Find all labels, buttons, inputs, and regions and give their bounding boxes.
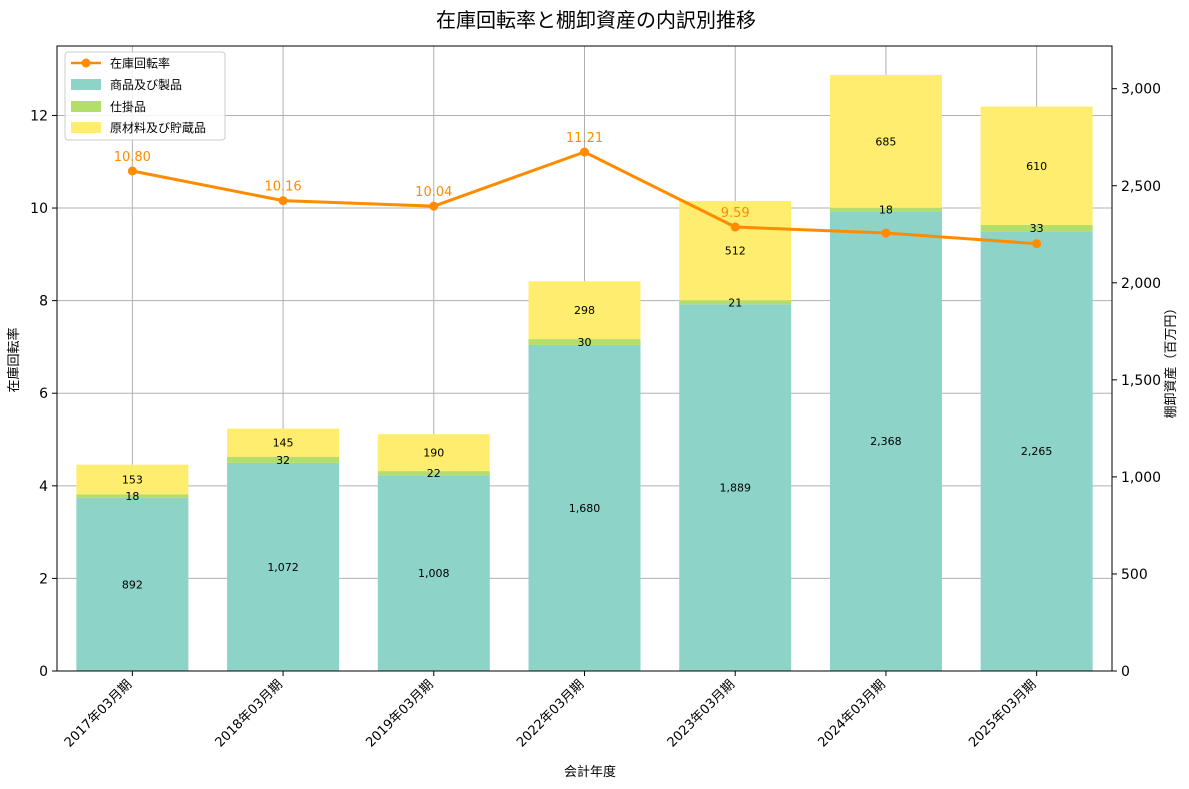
right-tick-label: 1,500 [1121, 373, 1161, 389]
legend: 在庫回転率 商品及び製品 仕掛品 原材料及び貯蔵品 [64, 51, 226, 141]
bar-data-label: 153 [122, 474, 143, 487]
bar-data-label: 298 [574, 304, 595, 317]
bar-segment [227, 462, 340, 671]
bar-segment [227, 456, 340, 463]
x-tick-label: 2022年03月期 [514, 677, 587, 750]
turnover-point [127, 166, 137, 176]
legend-label-products: 商品及び製品 [110, 77, 182, 92]
right-tick-label: 500 [1121, 567, 1148, 583]
right-tick-label: 1,000 [1121, 470, 1161, 486]
right-tick-label: 0 [1121, 664, 1130, 680]
bar-data-label: 145 [273, 437, 294, 450]
legend-line-marker [81, 58, 91, 68]
legend-swatch-wip [71, 101, 101, 112]
bar-segment [227, 428, 340, 457]
bar-data-label: 512 [725, 245, 746, 258]
bar-segment [679, 304, 792, 671]
left-tick-label: 12 [30, 108, 48, 124]
bar-segment [679, 200, 792, 301]
bar-segment [679, 300, 792, 305]
turnover-data-label: 10.80 [114, 150, 151, 165]
bar-segment [829, 74, 942, 208]
turnover-point [1032, 239, 1042, 249]
x-tick-label: 2019年03月期 [363, 677, 436, 750]
chart-title: 在庫回転率と棚卸資産の内訳別推移 [436, 8, 756, 32]
bar-segment [377, 471, 490, 476]
bar-segment [528, 344, 641, 671]
bar-data-label: 610 [1026, 160, 1047, 173]
bar-data-label: 2,368 [870, 435, 902, 448]
bar-segment [829, 211, 942, 671]
right-tick-label: 2,500 [1121, 179, 1161, 195]
right-axis-label: 棚卸資産（百万円） [1163, 301, 1179, 418]
bar-data-label: 1,889 [719, 482, 751, 495]
bar-data-label: 32 [276, 454, 290, 467]
bar-segment [980, 106, 1093, 225]
bar-data-label: 33 [1030, 222, 1044, 235]
turnover-point [730, 222, 740, 232]
bar-series [76, 74, 1093, 671]
bar-data-label: 685 [875, 135, 896, 148]
turnover-data-label: 9.59 [721, 206, 750, 221]
bar-segment [76, 497, 189, 671]
bar-data-label: 22 [427, 467, 441, 480]
bar-data-label: 21 [728, 296, 742, 309]
legend-label-materials: 原材料及び貯蔵品 [110, 121, 206, 135]
turnover-point [429, 201, 439, 211]
right-tick-label: 2,000 [1121, 276, 1161, 292]
bar-data-label: 1,072 [267, 561, 299, 574]
bar-segment [76, 494, 189, 498]
bar-segment [980, 224, 1093, 232]
bar-segment [528, 339, 641, 345]
turnover-point [580, 147, 589, 157]
right-tick-label: 3,000 [1121, 82, 1161, 98]
bar-data-label: 892 [122, 578, 143, 591]
x-tick-label: 2023年03月期 [665, 677, 738, 750]
left-tick-label: 10 [30, 201, 48, 217]
bar-segment [528, 281, 641, 340]
bar-data-label: 1,680 [569, 502, 601, 515]
x-tick-label: 2025年03月期 [966, 677, 1039, 750]
legend-box [64, 51, 226, 141]
bar-segment [980, 231, 1093, 671]
turnover-data-label: 11.21 [566, 131, 603, 146]
turnover-data-label: 10.04 [415, 185, 452, 200]
turnover-data-label: 10.16 [264, 180, 301, 195]
turnover-point [881, 228, 891, 238]
bar-data-label: 190 [423, 447, 444, 460]
bar-data-label: 18 [879, 204, 893, 217]
left-tick-label: 0 [39, 664, 48, 680]
legend-label-wip: 仕掛品 [110, 99, 146, 114]
legend-swatch-materials [71, 122, 101, 133]
left-tick-label: 2 [39, 571, 48, 587]
bar-data-label: 2,265 [1021, 445, 1053, 458]
x-tick-label: 2017年03月期 [62, 677, 135, 750]
legend-swatch-products [71, 79, 101, 90]
x-axis-label: 会計年度 [564, 764, 616, 780]
left-axis-label: 在庫回転率 [6, 327, 22, 392]
bar-data-labels: 892 18 153 1,072 32 145 1,008 22 190 1,680 30 298 1,… [122, 135, 1053, 591]
bar-segment [377, 434, 490, 472]
bar-data-label: 18 [125, 490, 139, 503]
x-tick-label: 2024年03月期 [815, 677, 888, 750]
bar-segment [377, 475, 490, 671]
line-series: 10.80 10.16 10.04 11.21 9.59 [114, 131, 1042, 249]
left-tick-label: 8 [39, 294, 48, 310]
left-tick-label: 4 [39, 479, 48, 495]
legend-label-turnover: 在庫回転率 [110, 56, 170, 71]
bar-data-label: 30 [578, 336, 592, 349]
bar-segment [76, 464, 189, 495]
turnover-point [278, 196, 288, 206]
left-tick-label: 6 [39, 386, 48, 402]
bar-data-label: 1,008 [418, 567, 450, 580]
bar-segment [829, 207, 942, 212]
x-tick-label: 2018年03月期 [213, 677, 286, 750]
